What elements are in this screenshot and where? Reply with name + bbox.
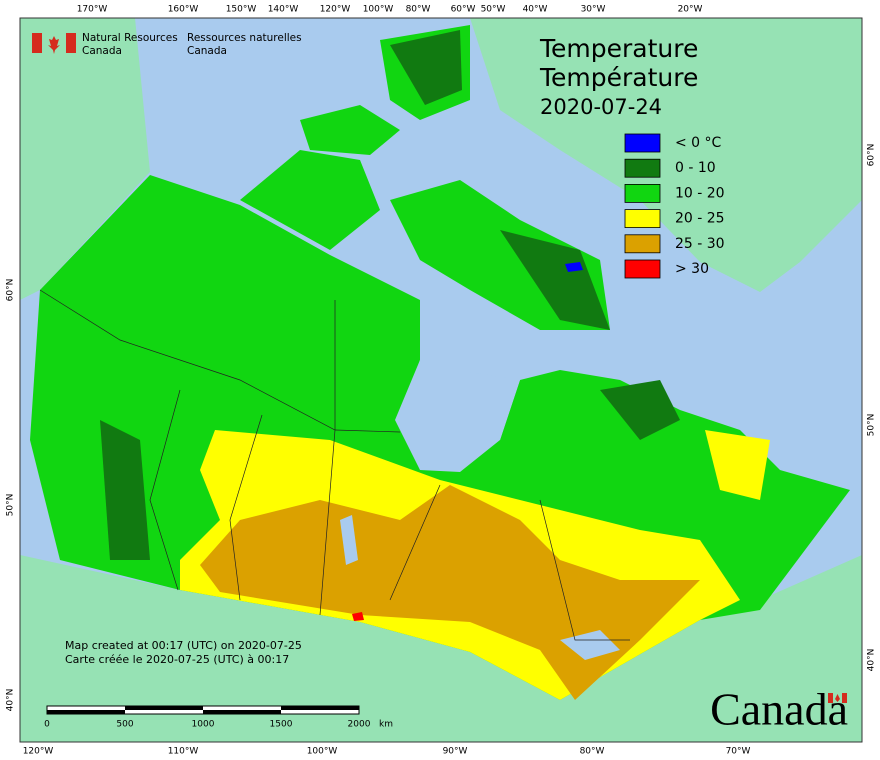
longitude-label: 80°W [580, 747, 605, 757]
hudson-bay [395, 360, 520, 472]
longitude-label: 100°W [363, 5, 394, 15]
legend-swatch [624, 234, 661, 254]
latitude-label: 60°N [867, 144, 877, 167]
scale-segment [281, 706, 359, 710]
longitude-label: 20°W [678, 5, 703, 15]
longitude-label: 90°W [443, 747, 468, 757]
agency-name: Natural Resources [82, 32, 178, 44]
legend-label: < 0 °C [675, 135, 722, 151]
cold-zone [100, 420, 150, 560]
land [20, 18, 862, 742]
cold-zone [500, 230, 610, 330]
border [539, 499, 630, 641]
longitude-label: 80°W [406, 5, 431, 15]
latitude-label: 50°N [6, 494, 16, 517]
legend-label: > 30 [675, 261, 709, 277]
longitude-label: 120°W [320, 5, 351, 15]
legend-label: 10 - 20 [675, 185, 725, 201]
greenland [470, 18, 862, 292]
island [300, 105, 400, 155]
scale-segment [125, 706, 203, 710]
longitude-label: 30°W [581, 5, 606, 15]
longitude-label: 120°W [23, 747, 54, 757]
longitude-label: 170°W [77, 5, 108, 15]
border [389, 484, 441, 601]
agency-name: Canada [187, 45, 227, 57]
scale-bar [46, 705, 360, 715]
flag-band [842, 693, 847, 703]
alaska [20, 18, 150, 300]
wordmark: Canada [710, 684, 848, 735]
island [240, 150, 380, 250]
latitude-label: 40°N [6, 689, 16, 712]
map-note: Carte créée le 2020-07-25 (UTC) à 00:17 [65, 653, 289, 666]
border [149, 389, 181, 591]
map-title: Température [539, 63, 698, 92]
flag-band [828, 693, 833, 703]
legend-swatch [624, 133, 661, 153]
scale-segment [47, 710, 125, 714]
latitude-label: 50°N [867, 414, 877, 437]
map-date: 2020-07-24 [540, 95, 662, 119]
longitude-label: 160°W [168, 5, 199, 15]
latitude-label: 40°N [867, 649, 877, 672]
map-note: Map created at 00:17 (UTC) on 2020-07-25 [65, 639, 302, 652]
latitude-label: 60°N [6, 279, 16, 302]
scale-segment [203, 710, 281, 714]
great-lake [560, 630, 620, 660]
longitude-label: 40°W [523, 5, 548, 15]
longitude-label: 110°W [168, 747, 199, 757]
longitude-label: 50°W [481, 5, 506, 15]
legend-swatch [624, 209, 661, 229]
warm-zone [705, 430, 770, 500]
border [39, 289, 401, 433]
longitude-label: 70°W [726, 747, 751, 757]
legend-label: 25 - 30 [675, 236, 725, 252]
flag-band [66, 33, 76, 53]
scale-label: 0 [44, 720, 50, 730]
longitude-label: 150°W [226, 5, 257, 15]
longitude-label: 60°W [451, 5, 476, 15]
border [319, 300, 336, 616]
scale-label: 1500 [270, 720, 293, 730]
legend-label: 20 - 25 [675, 211, 725, 227]
lake [340, 515, 358, 565]
legend-label: 0 - 10 [675, 160, 716, 176]
longitude-label: 140°W [268, 5, 299, 15]
scale-label: 2000 [348, 720, 371, 730]
agency-name: Ressources naturelles [187, 32, 302, 44]
legend-swatch [624, 183, 661, 203]
longitude-label: 100°W [307, 747, 338, 757]
very-hot-zone [352, 612, 364, 621]
maple-leaf [48, 36, 60, 54]
united-states [20, 555, 862, 742]
logo [32, 33, 847, 703]
border [229, 414, 263, 601]
legend-swatch [624, 259, 661, 279]
legend-swatch [624, 158, 661, 178]
scale-unit: km [379, 720, 393, 730]
scale-label: 1000 [192, 720, 215, 730]
maple-leaf [835, 694, 840, 702]
scale-label: 500 [116, 720, 133, 730]
flag-band [32, 33, 42, 53]
cold-zone [600, 380, 680, 440]
cold-zone [390, 30, 462, 105]
agency-name: Canada [82, 45, 122, 57]
map-title: Temperature [539, 34, 698, 63]
freeze-zone [565, 262, 583, 272]
frame [19, 17, 863, 743]
